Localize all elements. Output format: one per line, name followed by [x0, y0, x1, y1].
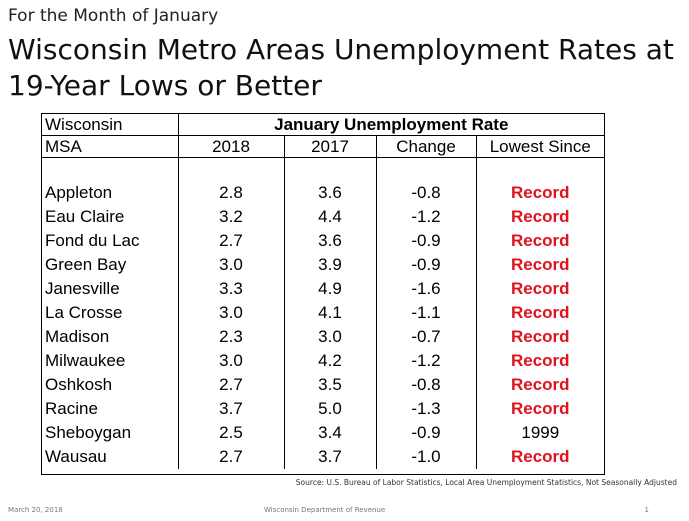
table-row: Eau Claire 3.2 4.4 -1.2 Record [42, 205, 604, 229]
rate-2017: 4.1 [284, 301, 377, 325]
table-row: La Crosse 3.0 4.1 -1.1 Record [42, 301, 604, 325]
lowest-since: Record [510, 255, 570, 274]
rate-2017: 3.6 [284, 181, 377, 205]
rate-2017: 4.2 [284, 349, 377, 373]
rate-2018: 3.7 [178, 397, 285, 421]
rate-2017: 4.4 [284, 205, 377, 229]
lowest-since: Record [510, 447, 570, 466]
table-row: Milwaukee 3.0 4.2 -1.2 Record [42, 349, 604, 373]
rate-2018: 2.8 [178, 181, 285, 205]
lowest-since: Record [510, 327, 570, 346]
msa-name: Wausau [42, 445, 179, 469]
rate-change: -0.8 [376, 181, 477, 205]
rate-2018: 2.3 [178, 325, 285, 349]
msa-name: Eau Claire [42, 205, 179, 229]
rate-2017: 3.5 [284, 373, 377, 397]
rate-change: -0.9 [376, 253, 477, 277]
footer-date: March 20, 2018 [8, 506, 63, 514]
rate-change: -1.0 [376, 445, 477, 469]
rate-2018: 3.2 [178, 205, 285, 229]
rate-change: -1.6 [376, 277, 477, 301]
table-row: Sheboygan 2.5 3.4 -0.9 1999 [42, 421, 604, 445]
table-row: Janesville 3.3 4.9 -1.6 Record [42, 277, 604, 301]
rate-2018: 2.7 [178, 229, 285, 253]
msa-name: Fond du Lac [42, 229, 179, 253]
table-row: Appleton 2.8 3.6 -0.8 Record [42, 181, 604, 205]
msa-name: Sheboygan [42, 421, 179, 445]
lowest-since: Record [510, 399, 570, 418]
lowest-since: Record [510, 183, 570, 202]
msa-name: Milwaukee [42, 349, 179, 373]
rate-change: -0.9 [376, 421, 477, 445]
msa-name: La Crosse [42, 301, 179, 325]
column-header-lowest-since: Lowest Since [476, 135, 605, 158]
msa-name: Madison [42, 325, 179, 349]
rate-2018: 3.0 [178, 253, 285, 277]
lowest-since: Record [510, 351, 570, 370]
corner-label-msa: MSA [42, 135, 179, 158]
rate-change: -1.2 [376, 349, 477, 373]
column-header-2018: 2018 [178, 135, 285, 158]
lowest-since: Record [510, 207, 570, 226]
rate-change: -0.9 [376, 229, 477, 253]
rate-change: -1.3 [376, 397, 477, 421]
rate-2018: 3.3 [178, 277, 285, 301]
source-note: Source: U.S. Bureau of Labor Statistics,… [295, 478, 677, 487]
msa-name: Green Bay [42, 253, 179, 277]
rate-change: -0.8 [376, 373, 477, 397]
rate-2017: 3.6 [284, 229, 377, 253]
msa-name: Oshkosh [42, 373, 179, 397]
msa-name: Janesville [42, 277, 179, 301]
rate-change: -1.2 [376, 205, 477, 229]
footer-page-number: 1 [644, 506, 649, 514]
lowest-since: Record [510, 375, 570, 394]
spacer-row [42, 157, 604, 181]
lowest-since: 1999 [521, 423, 560, 442]
table-row: Green Bay 3.0 3.9 -0.9 Record [42, 253, 604, 277]
rate-change: -0.7 [376, 325, 477, 349]
table-row: Oshkosh 2.7 3.5 -0.8 Record [42, 373, 604, 397]
rate-2017: 3.4 [284, 421, 377, 445]
rate-change: -1.1 [376, 301, 477, 325]
footer-department: Wisconsin Department of Revenue [264, 506, 386, 514]
table-row: Fond du Lac 2.7 3.6 -0.9 Record [42, 229, 604, 253]
rate-2018: 2.5 [178, 421, 285, 445]
lowest-since: Record [510, 231, 570, 250]
rate-2017: 5.0 [284, 397, 377, 421]
rate-2017: 3.9 [284, 253, 377, 277]
slide-title: Wisconsin Metro Areas Unemployment Rates… [8, 33, 674, 102]
corner-label-wisconsin: Wisconsin [42, 114, 179, 136]
table-row: Wausau 2.7 3.7 -1.0 Record [42, 445, 604, 469]
rate-2017: 4.9 [284, 277, 377, 301]
table-row: Racine 3.7 5.0 -1.3 Record [42, 397, 604, 421]
slide-subtitle: For the Month of January [8, 6, 219, 26]
column-header-change: Change [376, 135, 477, 158]
rate-2017: 3.0 [284, 325, 377, 349]
unemployment-table: Wisconsin January Unemployment Rate MSA … [41, 113, 605, 475]
rate-2018: 2.7 [178, 445, 285, 469]
lowest-since: Record [510, 303, 570, 322]
group-header: January Unemployment Rate [178, 114, 605, 136]
rate-2018: 3.0 [178, 349, 285, 373]
table-header-row-2: MSA 2018 2017 Change Lowest Since [42, 135, 605, 158]
msa-name: Appleton [42, 181, 179, 205]
rate-2018: 2.7 [178, 373, 285, 397]
rate-2018: 3.0 [178, 301, 285, 325]
table-header-row-1: Wisconsin January Unemployment Rate [42, 114, 605, 136]
table-row: Madison 2.3 3.0 -0.7 Record [42, 325, 604, 349]
lowest-since: Record [510, 279, 570, 298]
column-header-2017: 2017 [284, 135, 377, 158]
rate-2017: 3.7 [284, 445, 377, 469]
msa-name: Racine [42, 397, 179, 421]
